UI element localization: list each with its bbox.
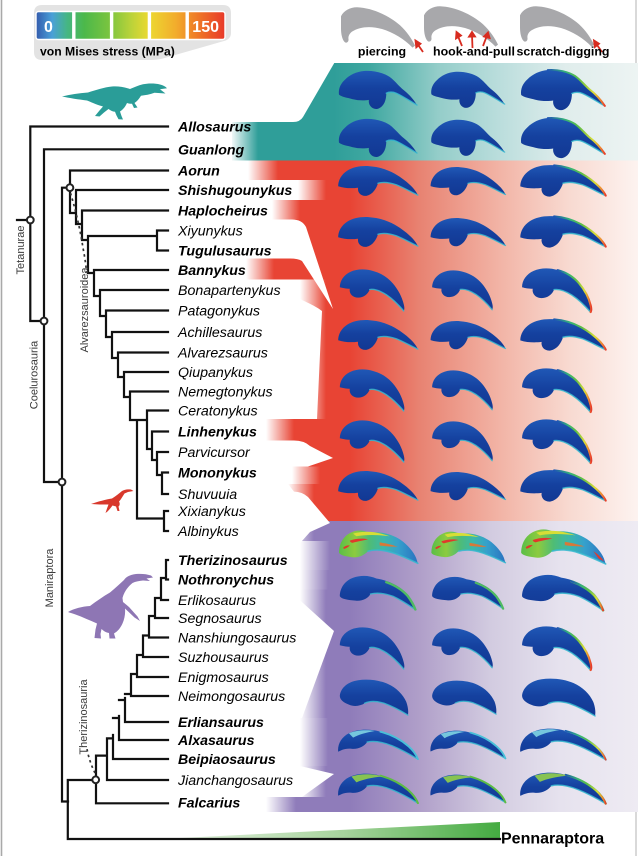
svg-text:Qiupanykus: Qiupanykus [178, 365, 253, 381]
svg-text:Alvarezsaurus: Alvarezsaurus [177, 346, 268, 362]
svg-text:Mononykus: Mononykus [178, 466, 257, 482]
svg-text:Pennaraptora: Pennaraptora [501, 831, 604, 848]
svg-text:Segnosaurus: Segnosaurus [178, 611, 262, 627]
svg-text:Falcarius: Falcarius [178, 796, 240, 812]
svg-text:Shishugounykus: Shishugounykus [178, 183, 292, 199]
svg-text:scratch-digging: scratch-digging [517, 45, 610, 59]
svg-text:Parvicursor: Parvicursor [178, 445, 251, 461]
svg-text:Guanlong: Guanlong [178, 142, 245, 158]
svg-text:Suzhousaurus: Suzhousaurus [178, 650, 269, 666]
svg-text:Xixianykus: Xixianykus [177, 504, 246, 520]
svg-text:0: 0 [44, 19, 53, 36]
svg-text:Maniraptora: Maniraptora [44, 548, 56, 608]
svg-text:Tetanurae: Tetanurae [15, 226, 27, 275]
svg-text:Therizinosaurus: Therizinosaurus [178, 553, 288, 569]
svg-text:hook-and-pull: hook-and-pull [433, 45, 515, 59]
svg-text:Linhenykus: Linhenykus [178, 425, 257, 441]
svg-text:Tugulusaurus: Tugulusaurus [178, 244, 272, 260]
svg-text:Xiyunykus: Xiyunykus [177, 224, 243, 240]
svg-text:Enigmosaurus: Enigmosaurus [178, 670, 269, 686]
svg-text:Alvarezsauroidea: Alvarezsauroidea [79, 267, 91, 353]
svg-text:Therizinosauria: Therizinosauria [78, 679, 90, 755]
svg-text:Nanshiungosaurus: Nanshiungosaurus [178, 631, 296, 647]
svg-text:Shuvuuia: Shuvuuia [178, 487, 237, 503]
svg-text:Neimongosaurus: Neimongosaurus [178, 689, 285, 705]
svg-text:Erlikosaurus: Erlikosaurus [178, 593, 256, 609]
svg-text:Bonapartenykus: Bonapartenykus [178, 283, 281, 299]
svg-text:Jianchangosaurus: Jianchangosaurus [177, 773, 293, 789]
svg-text:Ceratonykus: Ceratonykus [178, 404, 258, 420]
svg-text:Patagonykus: Patagonykus [178, 304, 260, 320]
svg-text:Achillesaurus: Achillesaurus [177, 325, 262, 341]
svg-text:von Mises stress (MPa): von Mises stress (MPa) [40, 45, 175, 59]
svg-text:Coelurosauria: Coelurosauria [29, 340, 41, 409]
svg-text:Albinykus: Albinykus [177, 524, 239, 540]
svg-text:Alxasaurus: Alxasaurus [177, 733, 255, 749]
svg-text:Erliansaurus: Erliansaurus [178, 715, 264, 731]
svg-text:Allosaurus: Allosaurus [177, 120, 251, 136]
svg-text:150: 150 [192, 19, 219, 36]
svg-text:Bannykus: Bannykus [178, 263, 246, 279]
svg-text:Nothronychus: Nothronychus [178, 573, 274, 589]
svg-text:Nemegtonykus: Nemegtonykus [178, 385, 273, 401]
svg-text:piercing: piercing [358, 45, 406, 59]
svg-text:Haplocheirus: Haplocheirus [178, 204, 268, 220]
svg-text:Beipiaosaurus: Beipiaosaurus [178, 752, 276, 768]
svg-text:Aorun: Aorun [177, 164, 220, 180]
